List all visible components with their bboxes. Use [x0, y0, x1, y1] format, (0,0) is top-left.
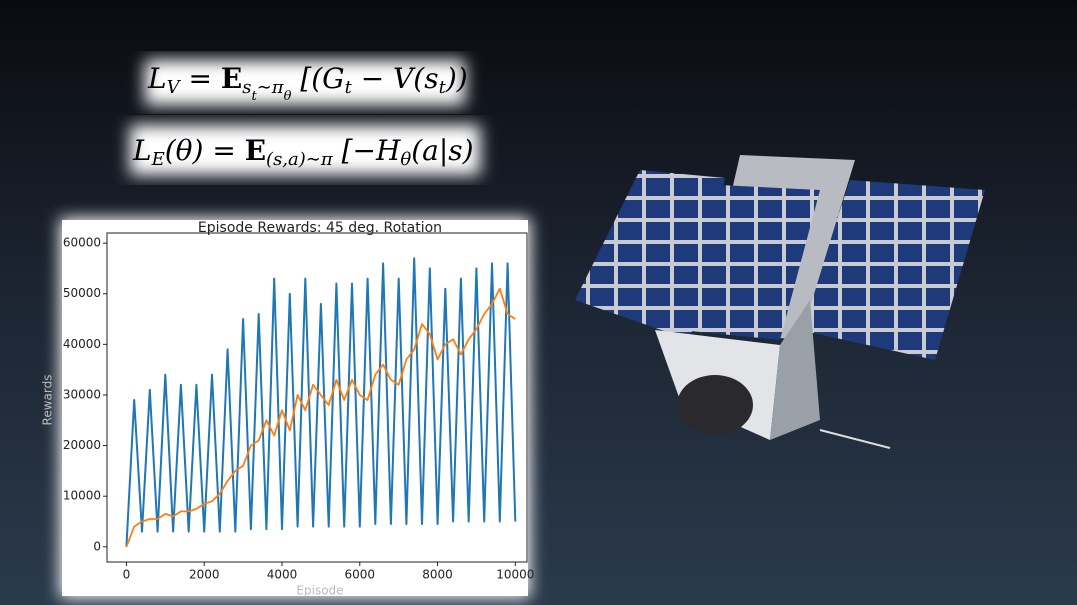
chart-title: Episode Rewards: 45 deg. Rotation: [198, 220, 442, 236]
formula-part: (θ) =: [165, 134, 245, 167]
x-tick-label: 4000: [267, 568, 298, 582]
formula-part: L: [132, 134, 152, 167]
y-tick-label: 0: [93, 539, 101, 553]
formula: LV = Est∼πθ [(Gt − V(st)): [147, 62, 468, 104]
series-line: [125, 287, 516, 548]
y-axis-label: Rewards: [41, 375, 55, 426]
formula-part: θ: [400, 149, 411, 170]
x-tick-label: 2000: [189, 568, 220, 582]
x-axis-label: Episode: [296, 584, 343, 598]
formula-part: [(G: [291, 62, 344, 95]
formula-part: (a|s): [411, 134, 473, 167]
x-tick-label: 10000: [496, 568, 534, 582]
y-tick-label: 50000: [63, 286, 101, 300]
formula-part: =: [180, 62, 221, 95]
plot-frame: [106, 232, 528, 563]
formula-part: L: [147, 62, 167, 95]
formula: LE(θ) = E(s,a)∼π [−Hθ(a|s): [132, 134, 474, 171]
formula-part: s: [242, 77, 251, 98]
formula-part: t: [439, 77, 447, 98]
y-tick-label: 30000: [63, 387, 101, 401]
formula-part: (s,a)∼π: [266, 149, 334, 170]
y-tick-label: 20000: [63, 438, 101, 452]
formula-part: t: [345, 77, 353, 98]
formula-box: [130, 125, 480, 175]
x-tick-label: 8000: [422, 568, 453, 582]
formula-part: t: [251, 89, 257, 104]
formula-part: E: [151, 149, 165, 170]
formula-part: θ: [284, 89, 292, 104]
y-tick-label: 60000: [63, 236, 101, 250]
y-tick-label: 10000: [63, 489, 101, 503]
formula-part: ∼π: [257, 77, 285, 98]
series-line: [125, 257, 517, 547]
formula-part: [−H: [333, 134, 401, 167]
formula-part: E: [245, 134, 266, 167]
x-tick-label: 0: [123, 568, 131, 582]
y-tick-label: 40000: [63, 337, 101, 351]
formula-part: )): [445, 62, 468, 95]
x-tick-label: 6000: [345, 568, 376, 582]
formula-part: E: [221, 62, 242, 95]
formula-box: [145, 60, 465, 105]
formula-part: V: [167, 77, 182, 98]
satellite: [575, 155, 985, 449]
formula-part: − V(s: [352, 62, 439, 95]
